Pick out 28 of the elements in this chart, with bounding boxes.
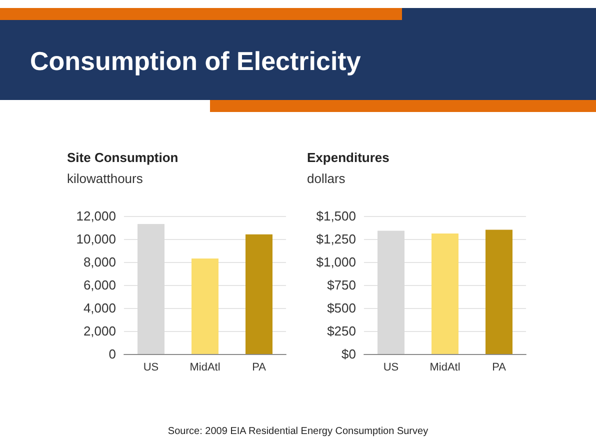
source-note: Source: 2009 EIA Residential Energy Consumption Survey bbox=[166, 426, 430, 437]
y-tick-label: $1,250 bbox=[316, 232, 356, 246]
y-tick-label: $750 bbox=[327, 278, 356, 292]
y-tick-label: 8,000 bbox=[83, 254, 116, 270]
y-tick-label: 4,000 bbox=[83, 300, 116, 316]
chart-title: Site Consumption bbox=[67, 150, 178, 165]
chart-subtitle: kilowatthours bbox=[67, 171, 144, 186]
x-tick-label: US bbox=[383, 362, 399, 374]
y-tick-label: $1,500 bbox=[316, 208, 356, 224]
y-tick-label: 12,000 bbox=[76, 208, 116, 224]
y-tick-label: 0 bbox=[108, 346, 116, 362]
x-tick-label: PA bbox=[492, 362, 507, 374]
x-tick-label: US bbox=[143, 362, 159, 374]
x-tick-label: PA bbox=[252, 362, 267, 374]
bar bbox=[192, 258, 218, 354]
text: Consumption of Electricity bbox=[30, 46, 361, 77]
y-tick-label: $250 bbox=[327, 324, 356, 338]
x-tick-label: MidAtl bbox=[430, 362, 460, 374]
bar bbox=[246, 234, 272, 354]
y-tick-label: $1,000 bbox=[316, 254, 356, 270]
chart-subtitle: dollars bbox=[307, 171, 346, 186]
y-tick-label: $500 bbox=[327, 300, 356, 316]
y-tick-label: 2,000 bbox=[83, 324, 116, 338]
chart-title: Expenditures bbox=[307, 150, 390, 165]
y-tick-label: 6,000 bbox=[83, 278, 116, 292]
x-tick-label: MidAtl bbox=[190, 362, 220, 374]
y-tick-label: $0 bbox=[342, 346, 356, 362]
y-tick-label: 10,000 bbox=[76, 232, 116, 246]
